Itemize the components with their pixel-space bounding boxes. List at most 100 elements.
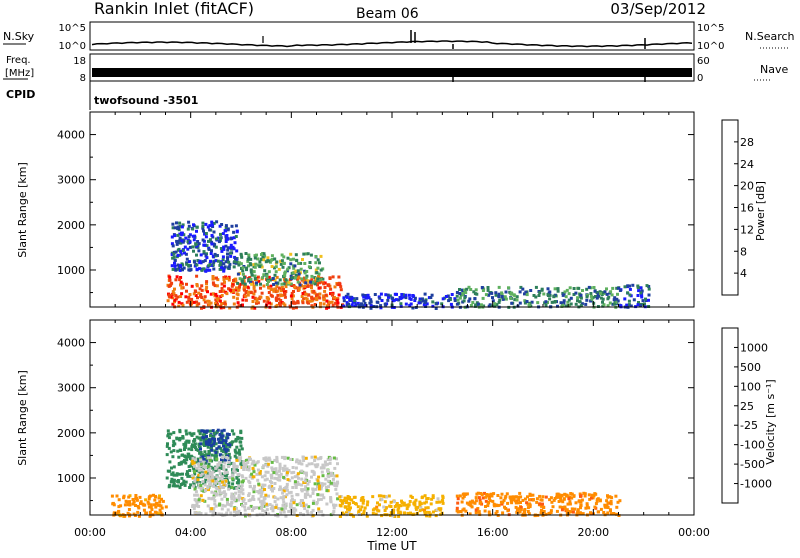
data-cell xyxy=(252,270,256,274)
data-cell xyxy=(474,511,478,515)
data-cell xyxy=(416,505,420,509)
data-cell xyxy=(195,225,199,229)
data-cell xyxy=(544,495,548,499)
data-cell xyxy=(195,435,199,439)
data-cell xyxy=(232,279,235,282)
data-cell xyxy=(566,502,570,506)
data-cell xyxy=(527,303,531,307)
data-cell xyxy=(210,473,214,477)
data-cell xyxy=(344,505,348,509)
data-cell xyxy=(205,256,209,260)
data-cell xyxy=(204,254,208,258)
data-cell xyxy=(296,480,300,484)
data-cell xyxy=(565,288,569,292)
data-cell xyxy=(563,290,567,294)
data-cell xyxy=(382,505,386,509)
data-cell xyxy=(469,304,473,307)
data-cell xyxy=(244,298,248,302)
data-cell xyxy=(315,271,319,275)
beam-label: Beam 06 xyxy=(356,6,419,22)
data-cell xyxy=(267,494,270,498)
data-cell xyxy=(178,438,182,442)
data-cell xyxy=(243,288,246,292)
data-cell xyxy=(313,291,317,295)
data-cell xyxy=(497,300,501,304)
data-cell xyxy=(472,290,476,294)
data-cell xyxy=(282,489,286,493)
data-cell xyxy=(196,478,200,482)
data-cell xyxy=(556,492,560,496)
data-cell xyxy=(136,510,140,514)
data-cell xyxy=(408,303,412,307)
data-cell xyxy=(210,507,214,511)
power-colorbar-label: Power [dB] xyxy=(754,181,767,241)
power-data-cells xyxy=(166,220,651,310)
data-cell xyxy=(251,295,255,299)
data-cell xyxy=(249,504,253,508)
data-cell xyxy=(201,224,205,228)
data-cell xyxy=(287,509,291,513)
data-cell xyxy=(409,511,412,515)
data-cell xyxy=(316,485,319,489)
data-cell xyxy=(288,505,292,509)
data-cell xyxy=(268,260,272,264)
velocity-plot-frame xyxy=(89,319,695,516)
data-cell xyxy=(202,438,206,442)
data-cell xyxy=(540,509,544,513)
data-cell xyxy=(441,501,445,505)
data-cell xyxy=(365,514,369,518)
data-cell xyxy=(213,431,216,435)
data-cell xyxy=(606,297,610,301)
data-cell xyxy=(193,438,197,441)
data-cell xyxy=(292,266,296,270)
data-cell xyxy=(299,261,303,265)
data-cell xyxy=(267,456,271,460)
data-cell xyxy=(478,501,482,505)
data-cell xyxy=(404,293,408,297)
data-cell xyxy=(264,456,268,460)
data-cell xyxy=(298,459,302,463)
data-cell xyxy=(237,509,241,513)
data-cell xyxy=(281,503,285,507)
data-cell xyxy=(171,484,175,488)
data-cell xyxy=(204,232,208,235)
data-cell xyxy=(439,512,443,516)
data-cell xyxy=(566,300,570,304)
data-cell xyxy=(481,496,485,500)
data-cell xyxy=(323,289,327,293)
data-cell xyxy=(300,462,304,466)
data-cell xyxy=(152,493,155,497)
data-cell xyxy=(316,463,320,467)
data-cell xyxy=(174,278,178,282)
data-cell xyxy=(180,302,184,306)
data-cell xyxy=(235,445,239,449)
data-cell xyxy=(236,293,240,297)
data-cell xyxy=(252,286,256,290)
data-cell xyxy=(111,501,115,505)
data-cell xyxy=(181,223,185,227)
data-cell xyxy=(441,496,445,500)
data-cell xyxy=(250,280,254,284)
data-cell xyxy=(269,258,273,262)
data-cell xyxy=(508,290,512,294)
data-cell xyxy=(201,479,205,483)
data-cell xyxy=(276,514,280,518)
data-cell xyxy=(206,225,210,229)
data-cell xyxy=(205,435,208,438)
y-tick-label: 3000 xyxy=(57,174,85,187)
data-cell xyxy=(328,301,332,304)
data-cell xyxy=(229,254,233,258)
data-cell xyxy=(243,508,247,512)
data-cell xyxy=(446,294,450,298)
data-cell xyxy=(497,503,501,507)
data-cell xyxy=(160,506,164,510)
data-cell xyxy=(224,275,227,279)
data-cell xyxy=(256,460,260,464)
data-cell xyxy=(297,288,301,292)
data-cell xyxy=(420,496,424,500)
data-cell xyxy=(186,247,190,251)
data-cell xyxy=(391,296,395,300)
data-cell xyxy=(231,482,235,486)
data-cell xyxy=(273,500,277,504)
